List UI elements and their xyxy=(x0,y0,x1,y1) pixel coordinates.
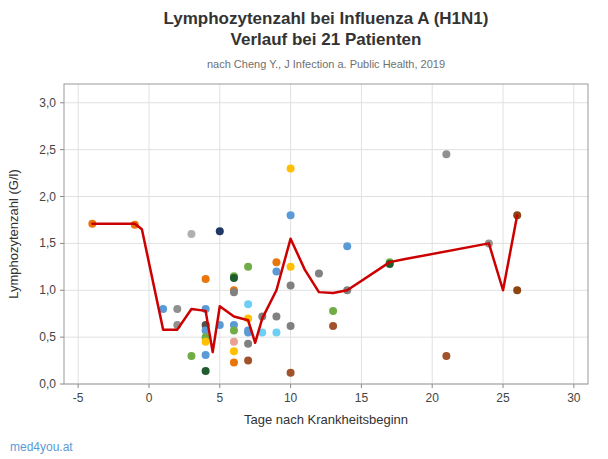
point xyxy=(329,322,337,330)
point xyxy=(230,288,238,296)
point xyxy=(187,352,195,360)
tick-mark xyxy=(60,149,64,150)
point xyxy=(244,357,252,365)
tick-label: 2,5 xyxy=(39,143,56,157)
tick-label: 10 xyxy=(284,391,298,405)
tick-mark xyxy=(573,384,574,388)
point xyxy=(287,369,295,377)
point xyxy=(216,227,224,235)
grid-line xyxy=(148,84,149,384)
tick-label: 30 xyxy=(567,391,581,405)
tick-mark xyxy=(148,384,149,388)
point xyxy=(272,258,280,266)
point xyxy=(329,307,337,315)
grid-line xyxy=(64,149,588,150)
background xyxy=(0,0,608,459)
point xyxy=(287,282,295,290)
tick-label: 0,0 xyxy=(39,377,56,391)
subtitle: nach Cheng Y., J Infection a. Public Hea… xyxy=(207,58,445,70)
tick-mark xyxy=(290,384,291,388)
tick-label: -5 xyxy=(73,391,84,405)
tick-label: 0 xyxy=(146,391,153,405)
point xyxy=(230,347,238,355)
point xyxy=(287,263,295,271)
axes: -5 0 5 10 15 20 25 30 0,0 0,5 1,0 1,5 2,0 2,5 3,0 xyxy=(39,84,588,405)
y-axis-label: Lymphozytenzahl (G/l) xyxy=(6,169,21,299)
point xyxy=(244,300,252,308)
grid-line xyxy=(64,243,588,244)
grid-line xyxy=(290,84,291,384)
grid-line xyxy=(64,337,588,338)
tick-mark xyxy=(60,196,64,197)
tick-label: 1,5 xyxy=(39,236,56,250)
grid-line xyxy=(78,84,79,384)
point xyxy=(230,327,238,335)
point xyxy=(202,275,210,283)
point xyxy=(287,322,295,330)
title: Verlauf bei 21 Patienten xyxy=(231,30,422,49)
tick-mark xyxy=(60,243,64,244)
tick-label: 3,0 xyxy=(39,96,56,110)
point xyxy=(244,263,252,271)
tick-mark xyxy=(503,384,504,388)
tick-mark xyxy=(361,384,362,388)
grid xyxy=(64,84,588,384)
point xyxy=(230,358,238,366)
point xyxy=(272,268,280,276)
tick-mark xyxy=(60,384,64,385)
point xyxy=(244,340,252,348)
grid-line xyxy=(361,84,362,384)
tick-label: 15 xyxy=(355,391,369,405)
point xyxy=(230,274,238,282)
grid-line xyxy=(64,196,588,197)
point xyxy=(202,367,210,375)
grid-line xyxy=(64,290,588,291)
point xyxy=(202,351,210,359)
plot-frame xyxy=(64,84,588,384)
grid-line xyxy=(64,102,588,103)
tick-mark xyxy=(60,337,64,338)
tick-mark xyxy=(60,290,64,291)
line xyxy=(92,215,517,352)
x-axis-label: Tage nach Krankheitsbeginn xyxy=(244,412,408,427)
tick-label: 20 xyxy=(426,391,440,405)
tick-mark xyxy=(78,384,79,388)
tick-label: 5 xyxy=(216,391,223,405)
annotation: med4you.at xyxy=(10,440,73,454)
data xyxy=(88,150,521,376)
tick-label: 1,0 xyxy=(39,283,56,297)
point xyxy=(287,211,295,219)
point xyxy=(272,313,280,321)
tick-mark xyxy=(219,384,220,388)
tick-mark xyxy=(60,102,64,103)
point xyxy=(442,150,450,158)
chart: Lymphozytenzahl bei Influenza A (H1N1) Ve… xyxy=(0,0,608,459)
grid-line xyxy=(432,84,433,384)
tick-mark xyxy=(432,384,433,388)
point xyxy=(442,352,450,360)
point xyxy=(343,242,351,250)
point xyxy=(187,230,195,238)
tick-label: 2,0 xyxy=(39,190,56,204)
point xyxy=(287,164,295,172)
point xyxy=(315,269,323,277)
title: Lymphozytenzahl bei Influenza A (H1N1) xyxy=(164,9,489,28)
point xyxy=(272,328,280,336)
point xyxy=(513,286,521,294)
tick-label: 0,5 xyxy=(39,330,56,344)
point xyxy=(173,305,181,313)
grid-line xyxy=(573,84,574,384)
tick-label: 25 xyxy=(496,391,510,405)
grid-line xyxy=(503,84,504,384)
point xyxy=(230,338,238,346)
point xyxy=(202,338,210,346)
